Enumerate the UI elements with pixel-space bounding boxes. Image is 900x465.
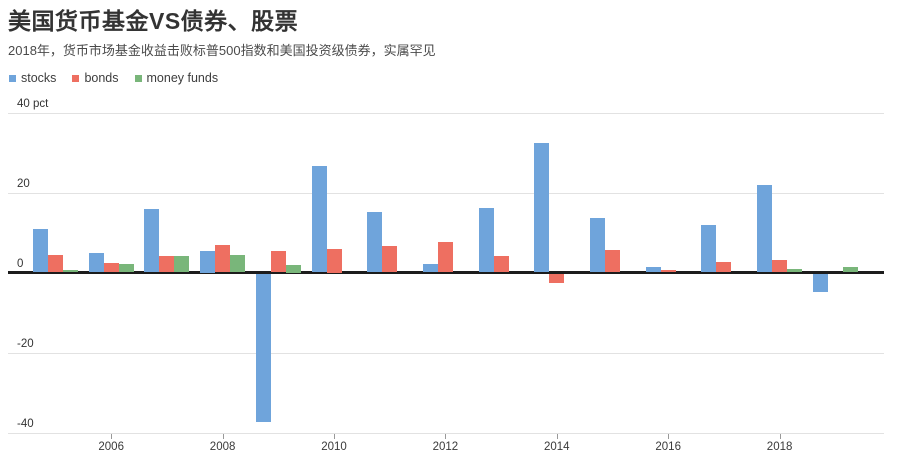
legend-swatch-icon: [9, 74, 16, 82]
legend-item-stocks[interactable]: stocks: [9, 71, 56, 85]
bar-stocks-2008: [255, 274, 271, 422]
bar-money-funds-2008: [285, 264, 301, 273]
x-axis-tick: [445, 434, 447, 439]
x-axis-tick-label: 2016: [655, 441, 681, 453]
legend: stocks bonds money funds: [9, 71, 218, 85]
bar-stocks-2015: [645, 266, 661, 273]
legend-label: bonds: [84, 71, 119, 85]
gridline--20: [8, 352, 884, 354]
bar-money-funds-2017: [787, 269, 803, 273]
chart-title: 美国货币基金VS债券、股票: [8, 8, 299, 34]
bar-stocks-2005: [88, 252, 104, 273]
x-axis-tick-label: 2012: [432, 441, 459, 453]
legend-label: money funds: [146, 71, 219, 85]
bar-stocks-2014: [590, 218, 605, 273]
x-axis-tick-label: 2010: [321, 441, 347, 453]
bar-bonds-2010: [382, 246, 398, 273]
bar-stocks-2004: [33, 229, 48, 273]
bar-bonds-2011: [437, 241, 453, 273]
legend-item-bonds[interactable]: bonds: [72, 71, 119, 85]
bar-stocks-2007: [200, 250, 216, 273]
bar-stocks-2013: [534, 143, 550, 273]
bar-bonds-2014: [605, 249, 620, 273]
x-axis-tick-label: 2008: [209, 441, 236, 453]
x-axis-tick: [556, 434, 558, 439]
bar-money-funds-2018: [842, 266, 858, 273]
x-axis-tick-label: 2018: [766, 441, 793, 453]
legend-label: stocks: [21, 71, 57, 85]
bar-money-funds-2007: [230, 255, 246, 273]
bar-bonds-2012: [493, 255, 509, 273]
bar-bonds-2008: [270, 251, 286, 273]
x-axis-tick: [222, 434, 224, 439]
bar-stocks-2009: [311, 165, 327, 273]
zero-axis-line: [8, 271, 884, 274]
bar-stocks-2016: [701, 224, 717, 273]
gridline--40: [8, 432, 884, 434]
x-axis-tick: [779, 434, 781, 439]
bar-stocks-2011: [422, 264, 438, 273]
x-axis-tick-label: 2014: [544, 441, 570, 453]
bar-stocks-2006: [144, 209, 160, 273]
bar-bonds-2013: [549, 274, 565, 283]
y-axis-tick-label: -40: [17, 417, 34, 430]
legend-swatch-icon: [134, 74, 142, 82]
bar-money-funds-2005: [118, 263, 134, 273]
legend-item-money-funds[interactable]: money funds: [134, 71, 219, 85]
gridline-40: [8, 112, 884, 114]
gridline-20: [8, 192, 884, 194]
x-axis-tick: [111, 434, 113, 439]
bar-bonds-2016: [716, 262, 732, 273]
y-axis-tick-label: 0: [17, 257, 24, 270]
bar-bonds-2005: [103, 262, 119, 273]
bar-bonds-2007: [215, 244, 231, 273]
x-axis-tick: [334, 434, 335, 439]
bar-bonds-2006: [159, 255, 175, 273]
y-axis-tick-label: -20: [17, 337, 34, 350]
bar-bonds-2015: [660, 270, 676, 273]
x-axis-tick: [668, 434, 670, 439]
bar-bonds-2017: [772, 259, 788, 273]
bar-money-funds-2004: [63, 269, 78, 273]
x-axis-tick-label: 2006: [98, 441, 124, 453]
bar-stocks-2010: [367, 212, 383, 273]
bar-stocks-2017: [757, 185, 773, 273]
legend-swatch-icon: [72, 74, 80, 82]
y-axis-tick-label: 20: [17, 177, 30, 190]
y-axis-tick-label: 40 pct: [17, 97, 49, 110]
bar-bonds-2004: [48, 255, 63, 273]
bar-stocks-2018: [812, 274, 828, 292]
bar-bonds-2009: [326, 248, 342, 273]
bar-money-funds-2006: [174, 255, 190, 273]
chart-subtitle: 2018年，货币市场基金收益击败标普500指数和美国投资级债券，实属罕见: [8, 43, 436, 58]
bar-stocks-2012: [478, 207, 494, 273]
